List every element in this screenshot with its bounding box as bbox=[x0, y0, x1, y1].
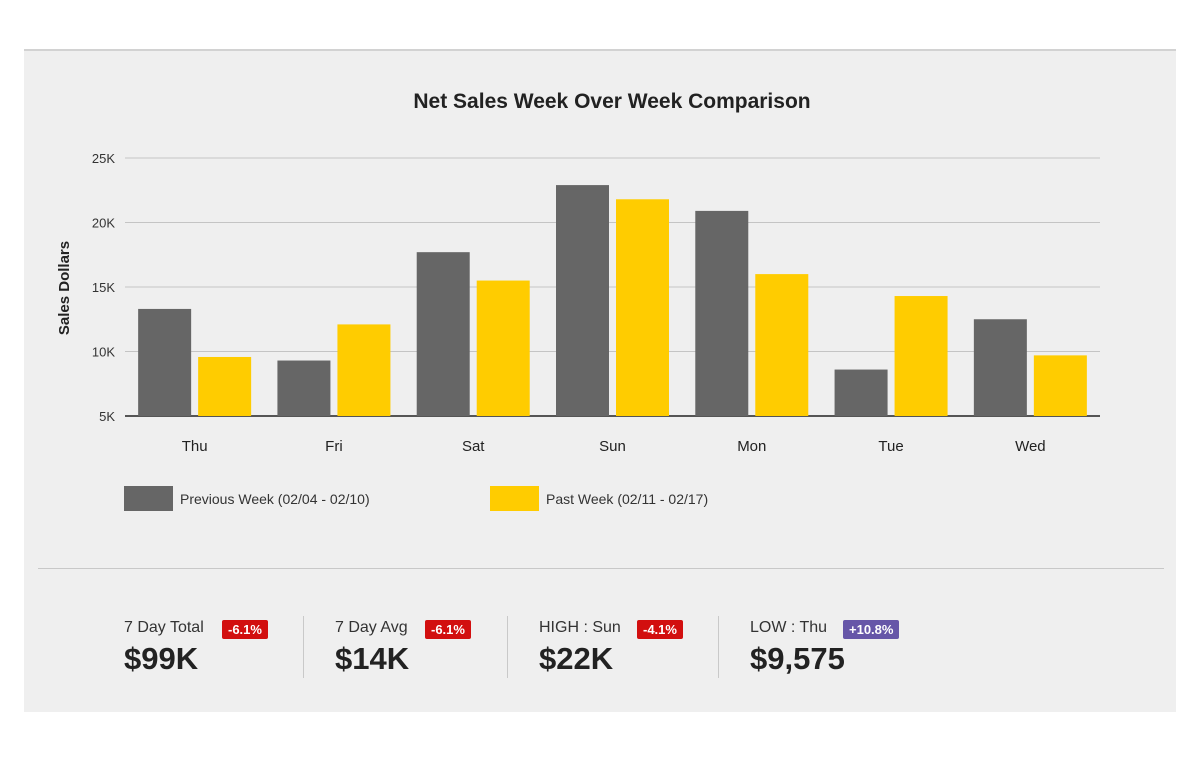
chart-title: Net Sales Week Over Week Comparison bbox=[413, 90, 810, 113]
change-badge: -4.1% bbox=[637, 620, 683, 639]
bar-mon-series-1[interactable] bbox=[695, 210, 749, 416]
y-tick-label: 25K bbox=[92, 151, 115, 166]
x-axis-ticks: Thu Fri Sat Sun Mon Tue Wed bbox=[182, 438, 1046, 455]
bar-chart: Net Sales Week Over Week Comparison Sale… bbox=[56, 90, 1100, 511]
bar-tue-series-1[interactable] bbox=[834, 369, 888, 416]
x-tick-label: Sun bbox=[599, 438, 626, 455]
bars bbox=[138, 185, 1087, 416]
x-tick-label: Wed bbox=[1015, 438, 1046, 455]
legend: Previous Week (02/04 - 02/10) Past Week (… bbox=[124, 486, 708, 511]
legend-swatch bbox=[124, 486, 173, 511]
x-tick-label: Sat bbox=[462, 438, 485, 455]
stat-separator bbox=[507, 616, 508, 678]
stat-label: LOW : Thu bbox=[750, 619, 828, 636]
gridlines bbox=[125, 157, 1100, 417]
summary-stats: 7 Day Total -6.1% $99K 7 Day Avg -6.1% $… bbox=[24, 611, 1176, 701]
change-badge: -6.1% bbox=[222, 620, 268, 639]
bar-thu-series-1[interactable] bbox=[138, 308, 192, 416]
bar-fri-series-1[interactable] bbox=[277, 360, 331, 416]
dashboard-panel: Net Sales Week Over Week Comparison Sale… bbox=[24, 49, 1176, 712]
y-tick-label: 5K bbox=[99, 409, 115, 424]
change-badge: +10.8% bbox=[843, 620, 900, 639]
x-tick-label: Tue bbox=[878, 438, 903, 455]
legend-swatch bbox=[490, 486, 539, 511]
stat-value: $14K bbox=[335, 641, 410, 676]
bar-sun-series-1[interactable] bbox=[556, 185, 609, 416]
x-tick-label: Fri bbox=[325, 438, 343, 455]
y-axis-ticks: 5K 10K 15K 20K 25K bbox=[92, 151, 115, 424]
y-tick-label: 15K bbox=[92, 280, 115, 295]
y-tick-label: 20K bbox=[92, 216, 115, 231]
y-tick-label: 10K bbox=[92, 345, 115, 360]
legend-label: Previous Week (02/04 - 02/10) bbox=[180, 491, 370, 507]
change-badge: -6.1% bbox=[425, 620, 471, 639]
bar-mon-series-2[interactable] bbox=[755, 274, 809, 416]
stat-label: 7 Day Avg bbox=[335, 619, 408, 636]
bar-sun-series-2[interactable] bbox=[616, 199, 669, 416]
stat-separator bbox=[303, 616, 304, 678]
bar-fri-series-2[interactable] bbox=[337, 324, 391, 416]
stat-label: HIGH : Sun bbox=[539, 619, 621, 636]
x-tick-label: Mon bbox=[737, 438, 766, 455]
stat-value: $99K bbox=[124, 641, 199, 676]
bar-sat-series-1[interactable] bbox=[416, 252, 470, 416]
bar-tue-series-2[interactable] bbox=[894, 296, 948, 416]
stat-value: $9,575 bbox=[750, 641, 845, 676]
x-tick-label: Thu bbox=[182, 438, 208, 455]
stat-label: 7 Day Total bbox=[124, 619, 204, 636]
stat-value: $22K bbox=[539, 641, 614, 676]
bar-wed-series-2[interactable] bbox=[1033, 355, 1087, 416]
section-divider bbox=[38, 568, 1164, 569]
stat-separator bbox=[718, 616, 719, 678]
legend-label: Past Week (02/11 - 02/17) bbox=[546, 491, 708, 507]
y-axis-label: Sales Dollars bbox=[56, 241, 73, 335]
bar-wed-series-1[interactable] bbox=[973, 319, 1027, 416]
bar-sat-series-2[interactable] bbox=[476, 280, 530, 416]
bar-thu-series-2[interactable] bbox=[198, 356, 252, 416]
